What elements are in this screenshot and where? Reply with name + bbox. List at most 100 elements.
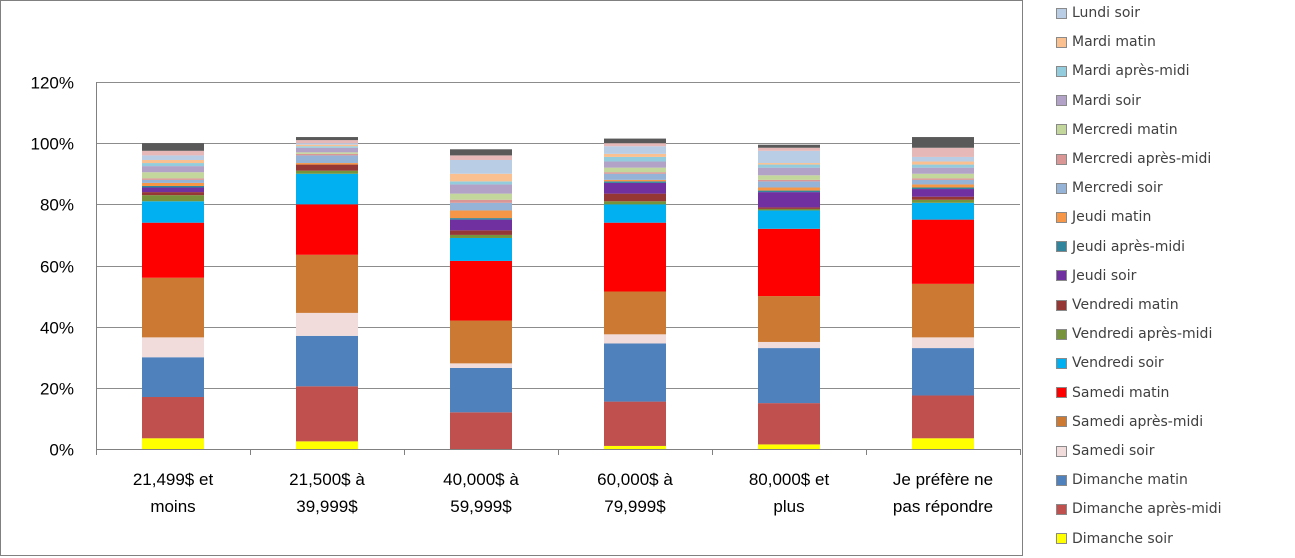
bar-segment — [912, 395, 974, 439]
bar-segment — [142, 192, 204, 196]
bar-segment — [912, 219, 974, 284]
bar-segment — [758, 403, 820, 445]
legend-swatch — [1056, 7, 1067, 19]
legend-swatch — [1056, 36, 1067, 48]
bar-segment — [142, 163, 204, 167]
bar-segment — [296, 163, 358, 165]
bar-segment — [296, 164, 358, 171]
bar-segment — [912, 173, 974, 179]
legend-label: Vendredi soir — [1072, 355, 1164, 372]
bar-segment — [142, 187, 204, 193]
bar-segment — [296, 173, 358, 205]
legend-label: Samedi soir — [1072, 443, 1155, 459]
legend-item: Mardi soir — [1056, 91, 1141, 111]
bar-segment — [758, 341, 820, 349]
bar-segment — [296, 147, 358, 153]
bar-segment — [450, 237, 512, 261]
bar-segment — [604, 401, 666, 446]
legend-item: Lundi soir — [1056, 3, 1140, 23]
bar-segment — [296, 254, 358, 313]
bar-segment — [604, 343, 666, 402]
legend-swatch — [1056, 153, 1067, 165]
bar-segment — [912, 337, 974, 349]
bar-segment — [450, 149, 512, 156]
bar-segment — [758, 190, 820, 193]
x-category-label: 21,500$ à — [289, 470, 365, 489]
bar-segment — [758, 296, 820, 342]
bar-segment — [912, 348, 974, 396]
bar-segment — [142, 337, 204, 358]
bar-segment — [142, 357, 204, 398]
bar-segment — [912, 161, 974, 165]
bar-segment — [758, 208, 820, 211]
legend-item: Mardi après-midi — [1056, 61, 1190, 81]
y-tick-label: 0% — [49, 441, 74, 460]
legend-swatch — [1056, 416, 1067, 428]
bar-segment — [758, 150, 820, 164]
legend-item: Jeudi après-midi — [1056, 237, 1185, 257]
bar-segment — [604, 181, 666, 183]
x-category-label: Je préfère ne — [893, 470, 993, 489]
bar-segment — [142, 166, 204, 173]
legend-swatch — [1056, 328, 1067, 340]
bar-segment — [450, 202, 512, 211]
bar-segment — [912, 164, 974, 168]
bar-segment — [758, 164, 820, 168]
legend-swatch — [1056, 124, 1067, 136]
bar-segment — [604, 153, 666, 157]
bar-segment — [296, 155, 358, 164]
bar-segment — [142, 185, 204, 188]
bar-segment — [912, 187, 974, 190]
bar-segment — [142, 143, 204, 151]
legend-swatch — [1056, 299, 1067, 311]
bar-segment — [296, 143, 358, 145]
bar-segment — [758, 175, 820, 180]
bar-segment — [450, 181, 512, 185]
bar-segment — [604, 179, 666, 182]
legend-item: Mercredi après-midi — [1056, 149, 1211, 169]
bar-segment — [604, 222, 666, 292]
bar-segment — [296, 140, 358, 144]
bar-segment — [758, 210, 820, 229]
bar-segment — [758, 147, 820, 151]
legend-item: Jeudi matin — [1056, 207, 1151, 227]
legend-swatch — [1056, 270, 1067, 282]
bar-segment — [450, 219, 512, 231]
bar-segment — [912, 178, 974, 180]
bar-segment — [296, 144, 358, 147]
legend-label: Dimanche après-midi — [1072, 501, 1222, 518]
bar-segment — [142, 172, 204, 179]
bar-segment — [912, 184, 974, 188]
bar-segment — [604, 291, 666, 335]
bar-segment — [296, 137, 358, 141]
legend-swatch — [1056, 445, 1067, 457]
bar-segment — [296, 204, 358, 255]
legend-label: Mercredi après-midi — [1072, 151, 1212, 167]
bar-segment — [450, 363, 512, 368]
legend-item: Mercredi soir — [1056, 178, 1163, 198]
legend-label: Dimanche matin — [1072, 472, 1188, 489]
x-category-label: moins — [150, 497, 195, 516]
bar-segment — [604, 138, 666, 144]
legend-label: Mercredi soir — [1072, 180, 1163, 197]
bar-segment — [450, 367, 512, 413]
legend-label: Samedi matin — [1072, 384, 1170, 401]
bar-segment — [912, 167, 974, 174]
bar-segment — [296, 170, 358, 174]
legend-item: Dimanche après-midi — [1056, 499, 1222, 519]
bar-segment — [142, 178, 204, 180]
legend-swatch — [1056, 357, 1067, 369]
bar-segment — [296, 386, 358, 442]
bar-segment — [450, 230, 512, 235]
bar-segment — [604, 167, 666, 173]
legend-item: Samedi après-midi — [1056, 412, 1203, 432]
legend-label: Jeudi matin — [1072, 209, 1152, 226]
bar-segment — [142, 155, 204, 160]
bar-segment — [296, 146, 358, 148]
legend-swatch — [1056, 182, 1067, 194]
bar-segment — [450, 193, 512, 200]
legend-label: Mardi matin — [1072, 34, 1156, 51]
legend-label: Jeudi après-midi — [1072, 238, 1186, 255]
x-category-label: 39,999$ — [296, 497, 358, 516]
bar-segment — [142, 222, 204, 278]
